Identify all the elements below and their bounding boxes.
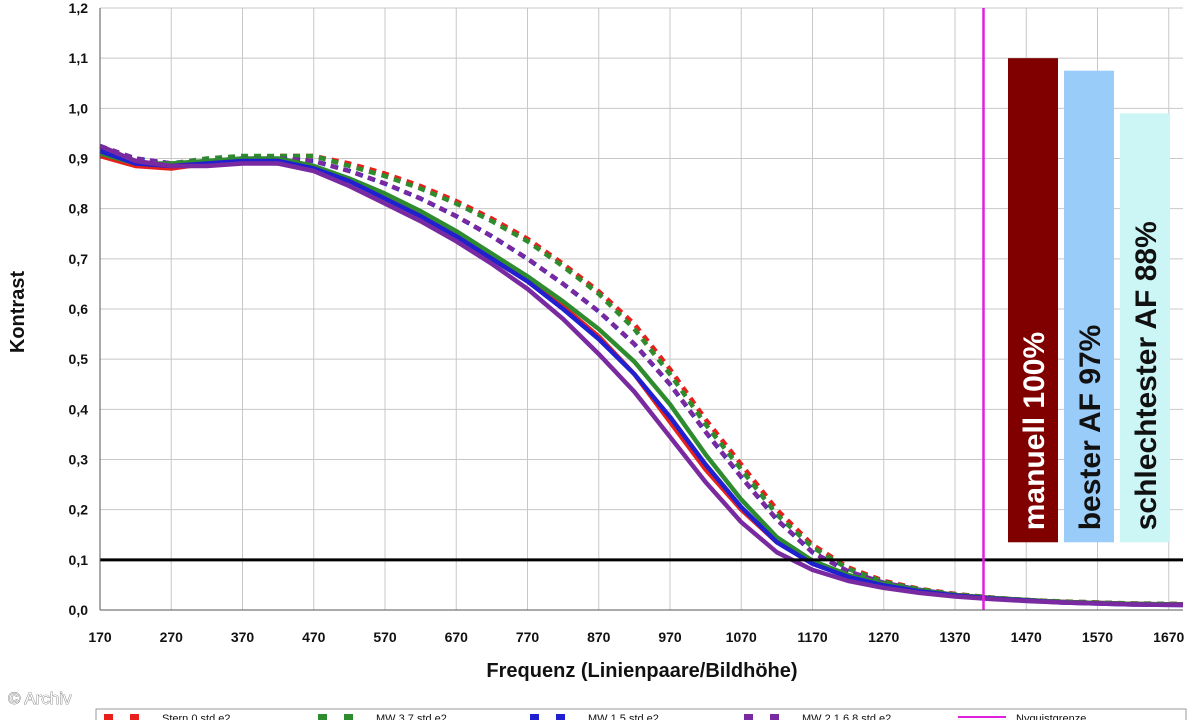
- axes: 0,0 0,1 0,2 0,3 0,4 0,5 0,6 0,7 0,8 0,9 1,0 1,1 1,2 1…: [69, 0, 1185, 645]
- x-tick-label: 970: [658, 629, 682, 645]
- x-tick-label: 770: [516, 629, 540, 645]
- x-tick-label: 370: [231, 629, 255, 645]
- reference-lines: [100, 8, 1183, 610]
- legend-swatch: [770, 714, 779, 720]
- bar: [1008, 58, 1058, 543]
- bars: manuell 100% bester AF 97% schlechtester A…: [1008, 58, 1170, 543]
- series-line: [99, 143, 1184, 607]
- x-tick-label: 170: [88, 629, 112, 645]
- y-tick-label: 0,8: [69, 201, 89, 217]
- x-tick-label: 670: [445, 629, 469, 645]
- y-tick-label: 0,2: [69, 502, 89, 518]
- x-tick-label: 1070: [726, 629, 757, 645]
- legend-swatch: [744, 714, 753, 720]
- legend-label: Nyquistgrenze: [1016, 713, 1086, 720]
- y-tick-label: 1,0: [69, 100, 89, 116]
- x-tick-label: 1470: [1011, 629, 1042, 645]
- y-tick-label: 1,2: [69, 0, 89, 16]
- legend-label: Stern 0 std e2: [162, 713, 231, 720]
- legend-swatch: [318, 714, 327, 720]
- legend-swatch: [530, 714, 539, 720]
- x-tick-label: 270: [160, 629, 184, 645]
- x-tick-label: 1370: [939, 629, 970, 645]
- y-tick-label: 0,5: [69, 351, 89, 367]
- x-tick-label: 870: [587, 629, 611, 645]
- y-tick-label: 0,9: [69, 151, 89, 167]
- y-tick-label: 0,3: [69, 452, 89, 468]
- x-tick-label: 1670: [1153, 629, 1184, 645]
- series-line: [99, 143, 1184, 608]
- y-axis-title: Kontrast: [7, 271, 29, 354]
- legend-label: MW 1,5 std e2: [588, 713, 659, 720]
- x-tick-label: 570: [373, 629, 397, 645]
- bar: [1064, 70, 1114, 543]
- legend-label: MW 3,7 std e2: [376, 713, 447, 720]
- bar-label: bester AF 97%: [1074, 325, 1107, 531]
- bar: [1120, 113, 1170, 543]
- x-tick-label: 1270: [868, 629, 899, 645]
- series-lines: [99, 143, 1184, 608]
- y-tick-label: 1,1: [69, 50, 89, 66]
- y-tick-label: 0,7: [69, 251, 89, 267]
- x-tick-label: 1170: [797, 629, 828, 645]
- legend-swatch: [556, 714, 565, 720]
- y-tick-label: 0,6: [69, 301, 89, 317]
- legend-box: [95, 708, 1187, 720]
- legend-swatch: [130, 714, 139, 720]
- bar-label: schlechtester AF 88%: [1130, 221, 1163, 530]
- x-axis-title: Frequenz (Linienpaare/Bildhöhe): [486, 660, 797, 682]
- y-tick-label: 0,1: [69, 552, 89, 568]
- y-tick-label: 0,4: [69, 401, 89, 417]
- legend: Stern 0 std e2 MW 3,7 std e2 MW 1,5 std e2…: [95, 708, 1187, 720]
- legend-swatch: [344, 714, 353, 720]
- x-tick-label: 470: [302, 629, 326, 645]
- copyright-notice: © Archiv: [8, 689, 72, 708]
- bar-label: manuell 100%: [1018, 332, 1051, 530]
- legend-label: MW 2,1 6,8 std e2: [802, 713, 891, 720]
- y-tick-label: 0,0: [69, 602, 89, 618]
- x-tick-label: 1570: [1082, 629, 1113, 645]
- legend-swatch: [104, 714, 113, 720]
